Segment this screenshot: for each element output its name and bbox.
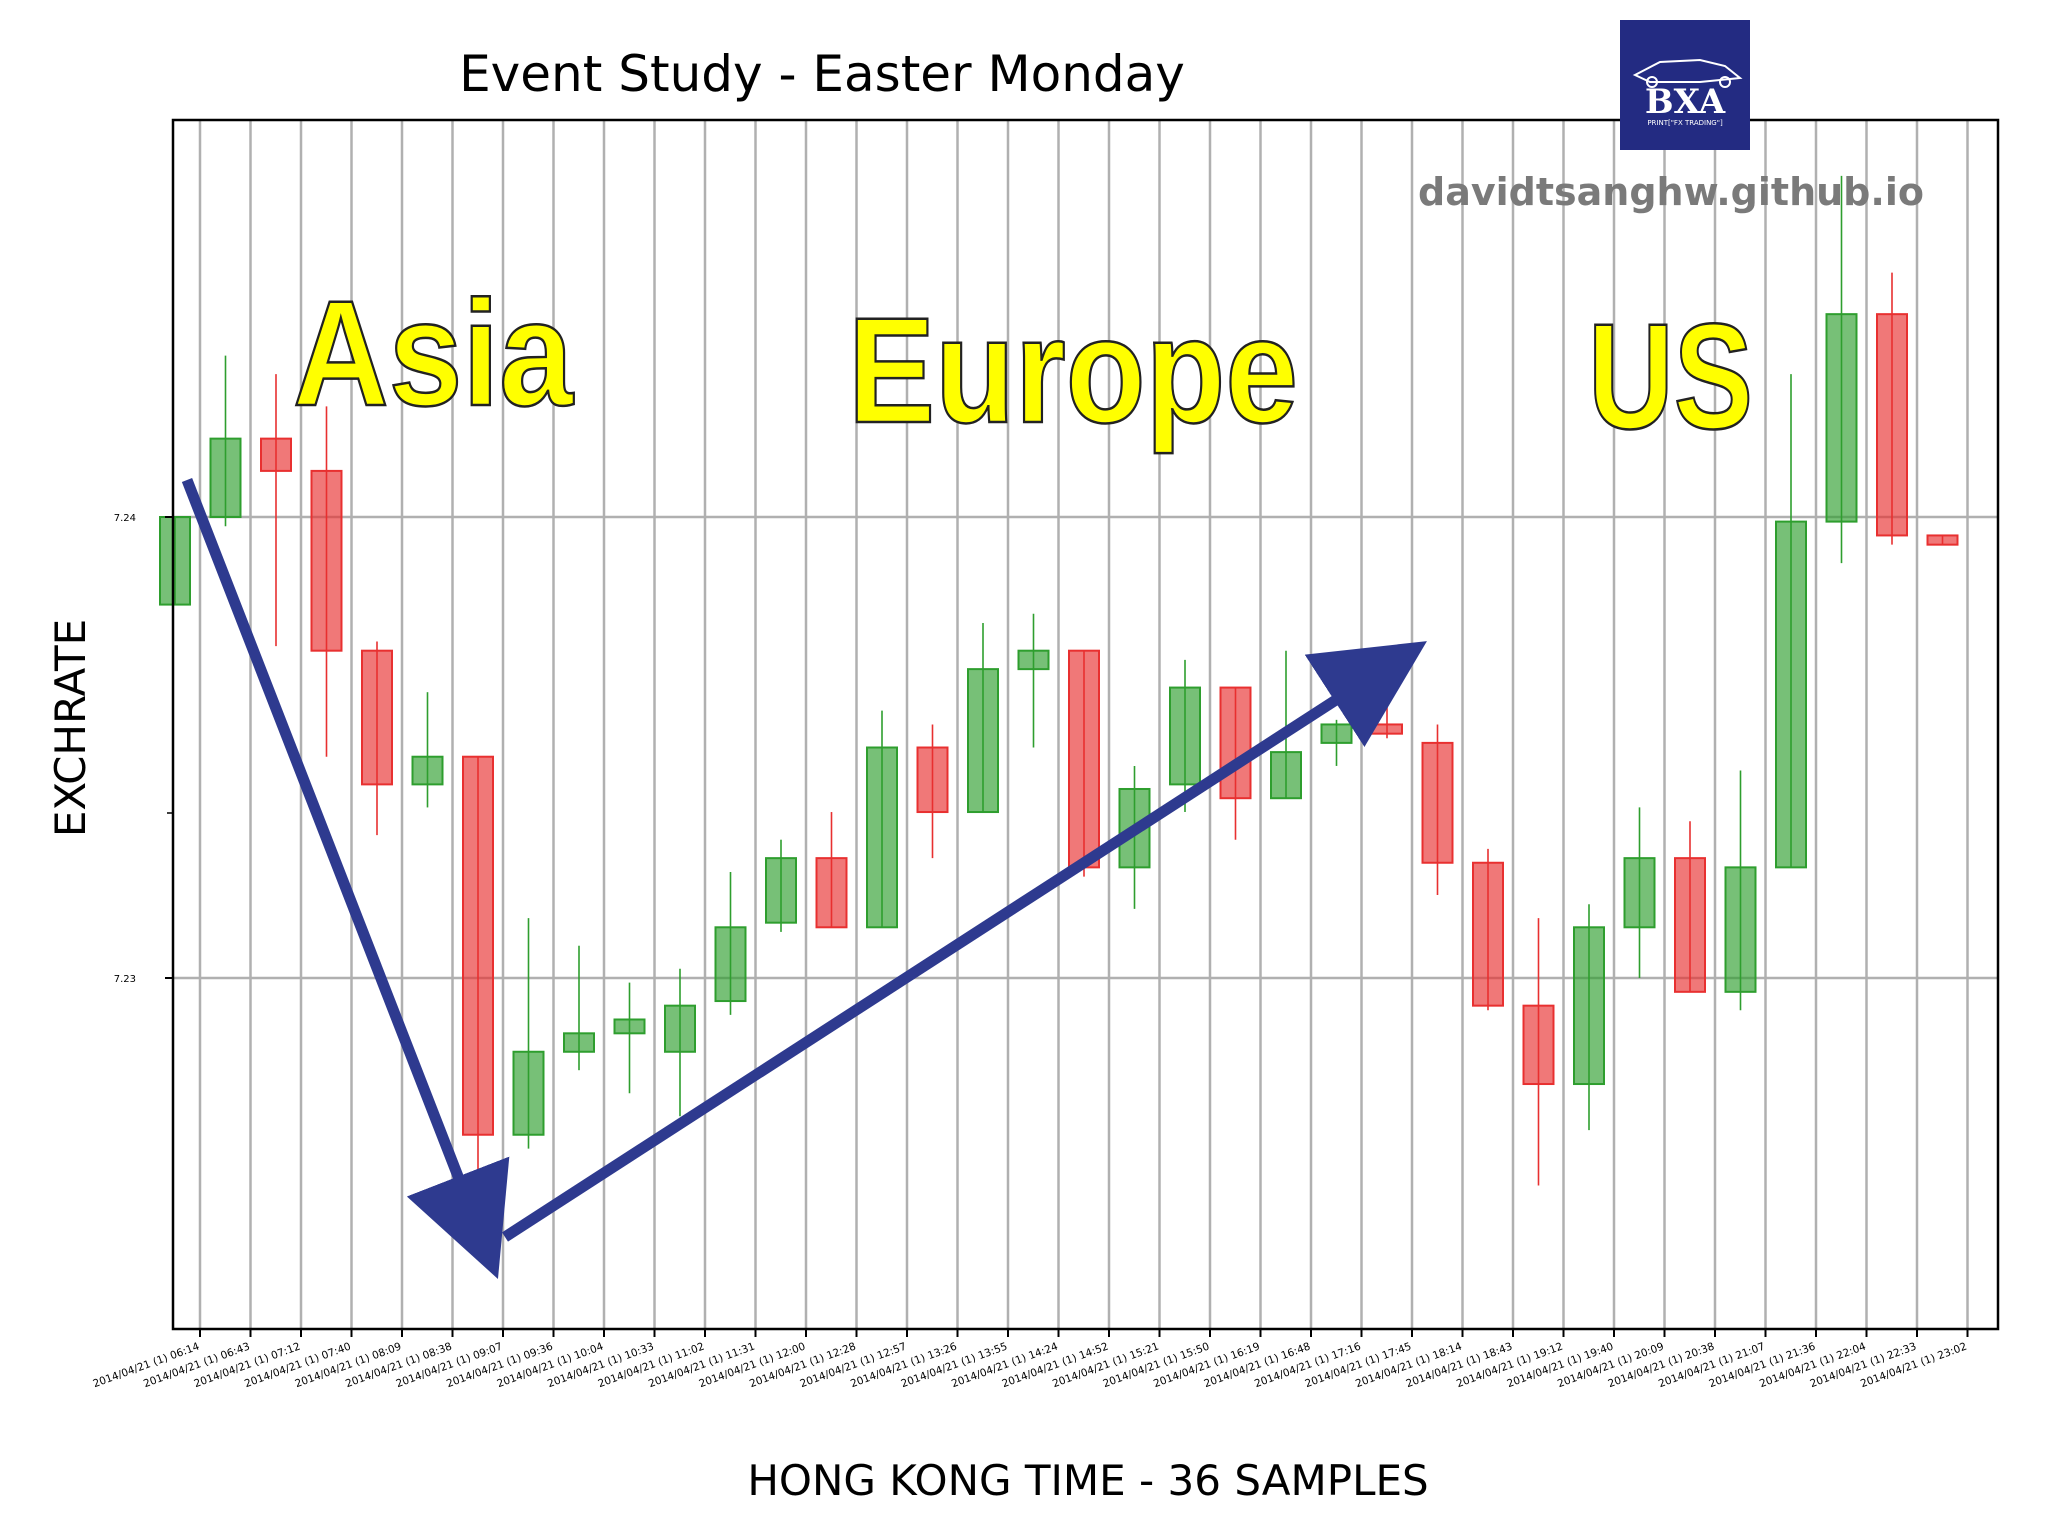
- candle: [1876, 272, 1908, 545]
- candle-body-up: [1573, 926, 1605, 1086]
- candle-body-down: [916, 746, 949, 814]
- y-tick-label: 7.23: [114, 974, 136, 985]
- candle: [310, 406, 343, 757]
- downtrend-arrow: [181, 478, 510, 1280]
- candle-body-up: [1825, 313, 1858, 523]
- candle-body-up: [1017, 649, 1050, 671]
- x-axis-label: HONG KONG TIME - 36 SAMPLES: [747, 1456, 1428, 1505]
- candle-body-down: [361, 649, 393, 786]
- candle-body-down: [1068, 649, 1100, 869]
- candle: [1017, 613, 1050, 748]
- candle: [664, 968, 696, 1117]
- candle: [1219, 686, 1252, 840]
- plot-frame: [171, 118, 2000, 1331]
- candle: [361, 641, 393, 836]
- candle: [1320, 719, 1353, 766]
- candle: [1522, 918, 1555, 1186]
- candle: [411, 692, 444, 808]
- candle-body-up: [1270, 751, 1302, 800]
- candle: [1674, 821, 1706, 993]
- bxa-logo: BXA PRINT["FX TRADING"]: [1620, 20, 1750, 150]
- candle: [209, 355, 242, 527]
- candle-body-up: [664, 1004, 696, 1053]
- candle: [1623, 807, 1656, 978]
- candle: [815, 812, 848, 929]
- candle: [1724, 770, 1757, 1011]
- candle: [765, 839, 797, 932]
- candle-body-up: [765, 857, 797, 924]
- candle-body-up: [1775, 520, 1807, 869]
- session-label-us: US: [1588, 292, 1753, 460]
- candle: [1573, 904, 1605, 1131]
- chart-title: Event Study - Easter Monday: [459, 45, 1185, 103]
- candle: [1825, 175, 1858, 564]
- y-axis-label: EXCHRATE: [46, 619, 95, 837]
- session-label-europe: Europe: [848, 286, 1298, 454]
- watermark-text: davidtsanghw.github.io: [1418, 170, 1924, 214]
- candle-body-down: [1219, 686, 1252, 800]
- candle-body-up: [1724, 866, 1757, 993]
- candle-body-up: [563, 1032, 595, 1053]
- y-tick-label: 7.24: [114, 513, 136, 524]
- candle-body-down: [1522, 1004, 1555, 1086]
- candle: [613, 982, 646, 1094]
- candle: [967, 623, 999, 814]
- race-car-icon: [1632, 58, 1743, 83]
- candle-body-up: [1169, 686, 1201, 786]
- y-axis: 7.24 7.23: [114, 513, 173, 985]
- candle-body-down: [1421, 741, 1454, 864]
- candle: [916, 724, 949, 859]
- candle: [714, 871, 747, 1015]
- candle: [1421, 724, 1454, 896]
- candle: [563, 945, 595, 1071]
- candle-body-down: [260, 437, 292, 472]
- candle: [260, 374, 292, 647]
- candle-body-up: [159, 516, 191, 606]
- candle: [1775, 374, 1807, 869]
- candle: [1068, 649, 1100, 877]
- candle-body-down: [310, 469, 343, 652]
- candle: [866, 710, 898, 929]
- candle-body-down: [1674, 857, 1706, 993]
- logo-text: BXA: [1645, 82, 1726, 122]
- candle-body-up: [1320, 723, 1353, 744]
- candle: [1169, 659, 1201, 813]
- candle-body-up: [967, 668, 999, 814]
- candle-body-down: [1472, 861, 1504, 1007]
- candle-body-up: [512, 1050, 545, 1136]
- candle-body-up: [866, 746, 898, 929]
- candle-body-up: [209, 437, 242, 519]
- candle-body-up: [1623, 857, 1656, 929]
- logo-subtext: PRINT["FX TRADING"]: [1647, 119, 1723, 127]
- candle: [1472, 848, 1504, 1011]
- candle-body-down: [815, 857, 848, 929]
- candle-body-down: [1926, 534, 1959, 546]
- candle-body-up: [714, 926, 747, 1003]
- candle-body-down: [1876, 313, 1908, 537]
- candle: [159, 516, 191, 606]
- candle-body-up: [411, 755, 444, 786]
- candle-body-down: [1371, 723, 1403, 735]
- candle-body-down: [462, 755, 494, 1136]
- candle-body-up: [613, 1018, 646, 1035]
- candle: [1926, 534, 1959, 546]
- candle: [512, 918, 545, 1149]
- uptrend-arrow: [502, 641, 1427, 1242]
- session-label-asia: Asia: [293, 269, 574, 437]
- candle: [462, 755, 494, 1214]
- candle: [1270, 650, 1302, 800]
